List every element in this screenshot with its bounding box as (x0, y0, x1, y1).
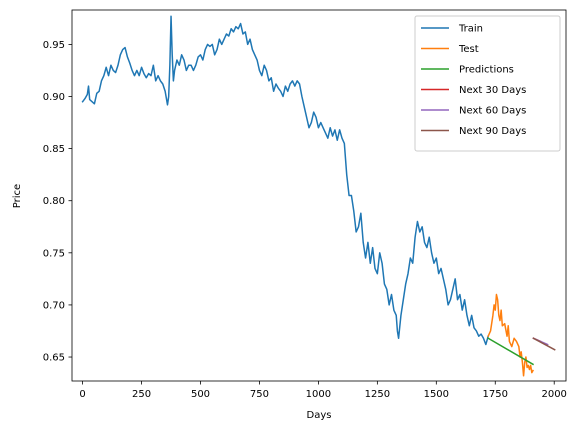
legend-label-next-60-days: Next 60 Days (459, 106, 526, 117)
x-axis-ticks: 0 250 500 750 1000 1250 1500 1750 2000 (79, 381, 567, 400)
axes-layer (71, 9, 567, 382)
y-tick-label-0-70: 0.70 (43, 300, 65, 311)
legend-label-test: Test (458, 44, 479, 55)
x-tick-label-0: 0 (79, 389, 85, 400)
y-tick-label-0-65: 0.65 (43, 353, 65, 364)
legend-label-train: Train (458, 24, 483, 35)
x-tick-label-750: 750 (250, 389, 269, 400)
y-tick-label-0-80: 0.80 (43, 196, 65, 207)
y-tick-label-0-75: 0.75 (43, 248, 65, 259)
series-line-test (487, 293, 535, 377)
legend-label-next-90-days: Next 90 Days (459, 126, 526, 137)
y-tick-label-0-85: 0.85 (43, 144, 65, 155)
series-line-next-90-days (532, 337, 556, 351)
legend-label-predictions: Predictions (459, 65, 514, 76)
x-tick-label-1750: 1750 (483, 389, 508, 400)
legend: Train Test Predictions Next 30 Days Next 60 … (414, 15, 561, 152)
y-tick-label-0-90: 0.90 (43, 92, 65, 103)
y-tick-label-0-95: 0.95 (43, 40, 65, 51)
y-axis-label: Price (12, 184, 23, 208)
plot-frame (71, 9, 567, 382)
series-line-train (81, 15, 490, 346)
x-tick-label-500: 500 (191, 389, 210, 400)
legend-box (414, 15, 561, 152)
x-tick-label-2000: 2000 (541, 389, 566, 400)
x-tick-label-1000: 1000 (306, 389, 331, 400)
x-tick-label-1250: 1250 (365, 389, 390, 400)
y-axis-ticks: 0.65 0.70 0.75 0.80 0.85 0.90 0.95 (43, 40, 72, 364)
x-tick-label-250: 250 (132, 389, 151, 400)
series-layer (81, 15, 556, 377)
series-line-predictions (487, 337, 535, 366)
legend-label-next-30-days: Next 30 Days (459, 85, 526, 96)
x-axis-label: Days (307, 410, 332, 421)
x-tick-label-1500: 1500 (424, 389, 449, 400)
